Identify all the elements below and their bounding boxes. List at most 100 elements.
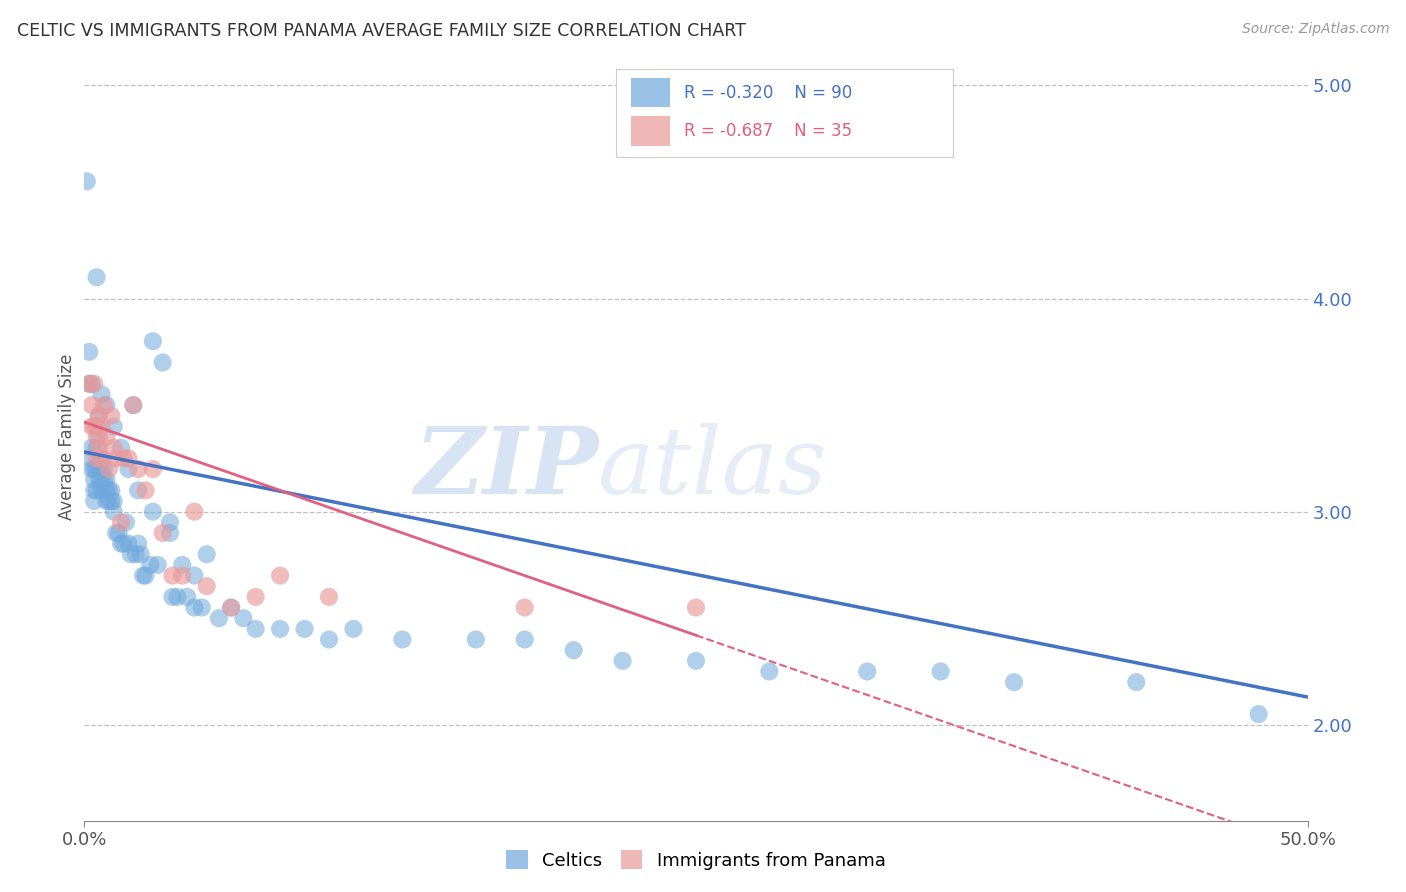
Point [129, 547, 152, 561]
Point [103, 505, 125, 519]
Point [96, 473, 118, 487]
Point [139, 558, 162, 572]
Point [162, 590, 184, 604]
Point [127, 483, 149, 498]
Point [86, 419, 108, 434]
Point [142, 334, 165, 349]
Point [87, 462, 110, 476]
Point [87, 409, 110, 423]
Point [90, 387, 112, 401]
Point [80, 441, 103, 455]
Text: ZIP: ZIP [413, 423, 598, 513]
Point [245, 622, 267, 636]
Point [97, 483, 120, 498]
Point [80, 451, 103, 466]
Point [83, 483, 105, 498]
Point [90, 473, 112, 487]
Point [191, 600, 214, 615]
Point [685, 654, 707, 668]
Point [232, 611, 254, 625]
Point [100, 483, 122, 498]
Point [159, 526, 181, 541]
Point [115, 516, 138, 530]
Point [172, 558, 194, 572]
Point [513, 600, 536, 615]
Point [172, 568, 194, 582]
Point [183, 505, 205, 519]
Point [318, 632, 340, 647]
Point [318, 590, 340, 604]
Point [219, 600, 242, 615]
Legend: Celtics, Immigrants from Panama: Celtics, Immigrants from Panama [499, 843, 893, 877]
Point [152, 526, 174, 541]
Point [135, 568, 157, 582]
Point [80, 462, 103, 476]
Point [391, 632, 413, 647]
Text: R = -0.320    N = 90: R = -0.320 N = 90 [683, 84, 852, 102]
Point [132, 568, 155, 582]
Point [183, 600, 205, 615]
Point [176, 590, 198, 604]
Point [86, 270, 108, 285]
Point [294, 622, 316, 636]
Point [90, 462, 112, 476]
Point [93, 398, 115, 412]
Point [612, 654, 634, 668]
Point [83, 494, 105, 508]
Point [83, 462, 105, 476]
Point [929, 665, 952, 679]
Point [183, 568, 205, 582]
Point [87, 473, 110, 487]
Point [87, 430, 110, 444]
Point [685, 600, 707, 615]
Point [90, 451, 112, 466]
Point [110, 536, 132, 550]
Point [142, 462, 165, 476]
Point [86, 430, 108, 444]
Point [110, 441, 132, 455]
Point [120, 547, 142, 561]
Point [86, 483, 108, 498]
Point [117, 536, 139, 550]
Point [97, 494, 120, 508]
Point [76, 174, 98, 188]
Point [112, 451, 135, 466]
Point [87, 409, 110, 423]
Point [105, 451, 128, 466]
Point [103, 494, 125, 508]
Point [96, 483, 118, 498]
FancyBboxPatch shape [616, 69, 953, 157]
Point [464, 632, 486, 647]
Bar [631, 78, 671, 107]
Point [83, 419, 105, 434]
Y-axis label: Average Family Size: Average Family Size [58, 354, 76, 520]
Point [80, 419, 103, 434]
Point [269, 622, 291, 636]
Point [342, 622, 364, 636]
Point [103, 441, 125, 455]
Point [162, 568, 184, 582]
Point [146, 558, 169, 572]
Point [87, 441, 110, 455]
Point [77, 376, 100, 391]
Point [90, 451, 112, 466]
Text: R = -0.687    N = 35: R = -0.687 N = 35 [683, 122, 852, 140]
Point [86, 441, 108, 455]
Point [93, 483, 115, 498]
Text: Source: ZipAtlas.com: Source: ZipAtlas.com [1241, 22, 1389, 37]
Point [90, 419, 112, 434]
Point [856, 665, 879, 679]
Point [96, 494, 118, 508]
Point [195, 579, 218, 593]
Point [103, 419, 125, 434]
Point [83, 376, 105, 391]
Point [86, 451, 108, 466]
Point [513, 632, 536, 647]
Point [96, 398, 118, 412]
Point [208, 611, 231, 625]
Point [80, 376, 103, 391]
Point [83, 473, 105, 487]
Point [152, 355, 174, 369]
Point [97, 462, 120, 476]
Point [1247, 707, 1270, 722]
